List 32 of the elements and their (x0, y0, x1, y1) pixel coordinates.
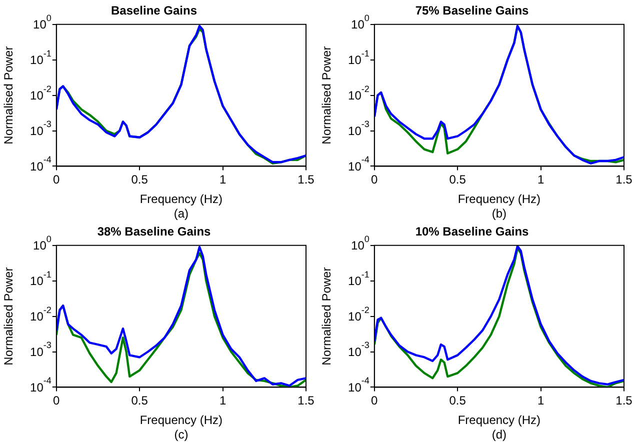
chart-title: 10% Baseline Gains (415, 224, 530, 239)
x-axis-title: Frequency (Hz) (458, 192, 541, 206)
y-axis-title: Normalised Power (2, 46, 16, 144)
x-tick-label: 0.5 (131, 394, 148, 408)
x-tick-label: 1 (537, 172, 544, 187)
x-tick-label: 1 (537, 394, 544, 408)
text: (d) (492, 427, 507, 442)
x-axis-title: Frequency (Hz) (458, 413, 541, 428)
x-tick-label: 1.5 (616, 172, 633, 187)
chart-title: Baseline Gains (110, 4, 198, 18)
y-axis-title: Normalised Power (2, 267, 16, 366)
x-tick-label: 0 (53, 394, 60, 408)
text: (a) (174, 206, 189, 220)
x-tick-label: 1.5 (616, 394, 633, 408)
chart-title: 75% Baseline Gains (415, 4, 530, 18)
x-tick-label: 0 (53, 172, 60, 187)
x-tick-label: 1.5 (298, 172, 315, 187)
x-tick-label: 0.5 (131, 172, 148, 187)
text: (c) (174, 427, 188, 442)
x-tick-label: 0.5 (449, 172, 466, 187)
x-tick-label: 0.5 (449, 394, 466, 408)
x-tick-label: 0 (371, 172, 378, 187)
x-tick-label: 1 (219, 394, 226, 408)
x-axis-title: Frequency (Hz) (140, 413, 223, 428)
x-axis-title: Frequency (Hz) (140, 192, 223, 206)
y-axis-title: Normalised Power (320, 46, 334, 144)
x-tick-label: 1.5 (298, 394, 315, 408)
chart-title: 38% Baseline Gains (97, 224, 212, 239)
x-tick-label: 0 (371, 394, 378, 408)
text: (b) (492, 206, 507, 220)
y-axis-title: Normalised Power (320, 267, 334, 366)
x-tick-label: 1 (219, 172, 226, 187)
